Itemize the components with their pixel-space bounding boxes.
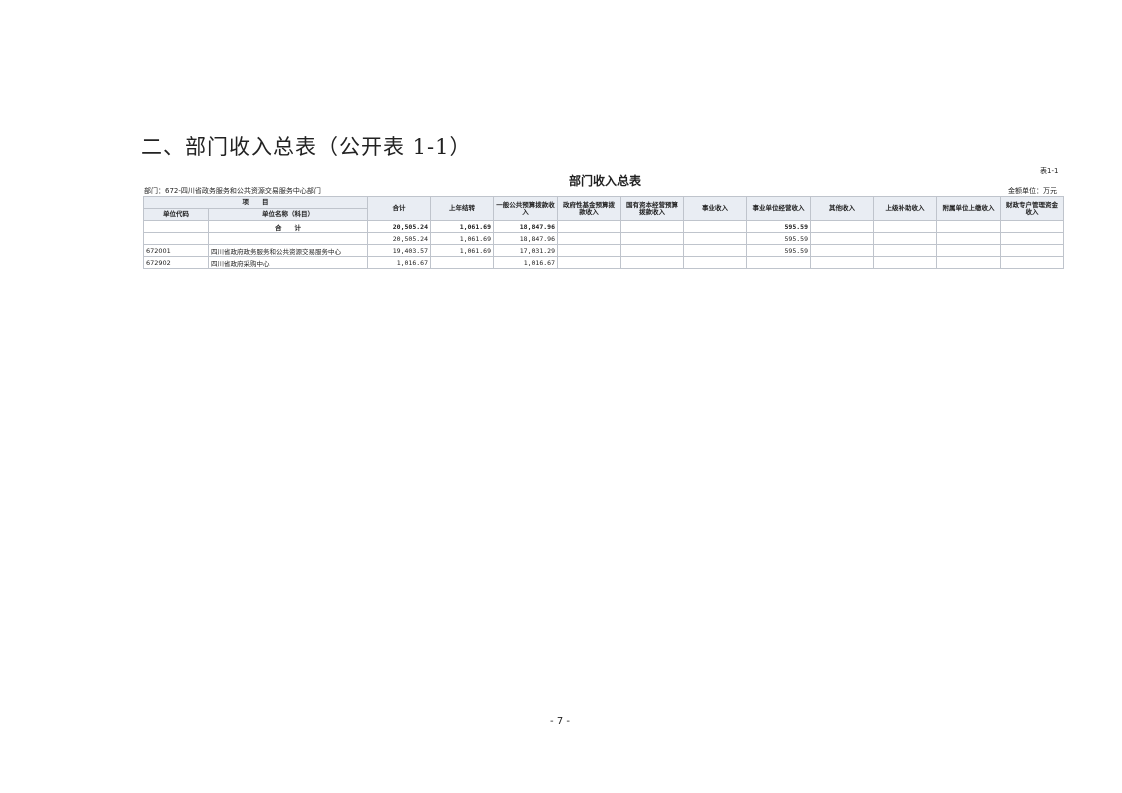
- value-cell: [557, 244, 621, 257]
- value-cell: [936, 232, 1001, 245]
- value-cell: [873, 256, 937, 269]
- unit-name-cell: 四川省政府采购中心: [208, 256, 368, 269]
- value-cell: 1,016.67: [367, 256, 431, 269]
- value-cell: [1000, 256, 1064, 269]
- department-label: 部门：672-四川省政务服务和公共资源交易服务中心部门: [144, 187, 321, 195]
- column-header: 上级补助收入: [873, 196, 937, 221]
- table-row: 20,505.24 1,061.69 18,847.96 595.59: [143, 232, 1064, 245]
- value-cell: [810, 244, 874, 257]
- value-cell: 1,061.69: [430, 220, 494, 233]
- table-number: 表1-1: [1040, 167, 1059, 175]
- value-cell: [557, 220, 621, 233]
- income-summary-table: 项 目 合计 上年结转 一般公共预算拨款收入 政府性基金预算拨款收入 国有资本经营预算拨…: [143, 196, 1064, 269]
- value-cell: [873, 232, 937, 245]
- value-cell: [936, 256, 1001, 269]
- header-unit-code: 单位代码: [143, 208, 209, 221]
- page-heading: 二、部门收入总表（公开表 1-1）: [141, 135, 472, 159]
- value-cell: 1,016.67: [493, 256, 558, 269]
- value-cell: [557, 256, 621, 269]
- value-cell: 18,847.96: [493, 232, 558, 245]
- value-cell: [683, 244, 747, 257]
- value-cell: [683, 220, 747, 233]
- column-header: 一般公共预算拨款收入: [493, 196, 558, 221]
- unit-code-cell: 672902: [143, 256, 209, 269]
- value-cell: 18,847.96: [493, 220, 558, 233]
- value-cell: [1000, 232, 1064, 245]
- column-header: 附属单位上缴收入: [936, 196, 1001, 221]
- value-cell: [557, 232, 621, 245]
- value-cell: 1,061.69: [430, 244, 494, 257]
- value-cell: [620, 244, 684, 257]
- value-cell: [683, 232, 747, 245]
- value-cell: 595.59: [746, 220, 811, 233]
- unit-code-cell: 672001: [143, 244, 209, 257]
- value-cell: 20,505.24: [367, 232, 431, 245]
- header-unit-name: 单位名称（科目）: [208, 208, 368, 221]
- value-cell: 1,061.69: [430, 232, 494, 245]
- value-cell: [810, 232, 874, 245]
- value-cell: 17,031.29: [493, 244, 558, 257]
- column-header: 国有资本经营预算拨款收入: [620, 196, 684, 221]
- column-header: 政府性基金预算拨款收入: [557, 196, 621, 221]
- column-header: 事业单位经营收入: [746, 196, 811, 221]
- unit-name-cell: 合 计: [208, 220, 368, 233]
- unit-name-cell: [208, 232, 368, 245]
- column-header: 上年结转: [430, 196, 494, 221]
- value-cell: [936, 220, 1001, 233]
- value-cell: [873, 220, 937, 233]
- value-cell: [620, 232, 684, 245]
- value-cell: [620, 256, 684, 269]
- value-cell: [810, 256, 874, 269]
- value-cell: [746, 256, 811, 269]
- column-header: 合计: [367, 196, 431, 221]
- value-cell: 595.59: [746, 244, 811, 257]
- value-cell: [1000, 220, 1064, 233]
- unit-label: 金额单位：万元: [1008, 187, 1057, 195]
- value-cell: [1000, 244, 1064, 257]
- table-row: 672902 四川省政府采购中心 1,016.67 1,016.67: [143, 256, 1064, 269]
- value-cell: [683, 256, 747, 269]
- column-header: 事业收入: [683, 196, 747, 221]
- value-cell: [810, 220, 874, 233]
- value-cell: 595.59: [746, 232, 811, 245]
- header-project: 项 目: [143, 196, 368, 209]
- table-title: 部门收入总表: [568, 174, 641, 188]
- value-cell: [620, 220, 684, 233]
- column-header: 财政专户管理资金收入: [1000, 196, 1064, 221]
- column-header: 其他收入: [810, 196, 874, 221]
- value-cell: 19,403.57: [367, 244, 431, 257]
- table-row: 合 计 20,505.24 1,061.69 18,847.96 595.59: [143, 220, 1064, 233]
- unit-name-cell: 四川省政府政务服务和公共资源交易服务中心: [208, 244, 368, 257]
- value-cell: 20,505.24: [367, 220, 431, 233]
- table-row: 672001 四川省政府政务服务和公共资源交易服务中心 19,403.57 1,061…: [143, 244, 1064, 257]
- value-cell: [936, 244, 1001, 257]
- value-cell: [873, 244, 937, 257]
- page-number: - 7 -: [550, 716, 570, 727]
- value-cell: [430, 256, 494, 269]
- unit-code-cell: [143, 232, 209, 245]
- unit-code-cell: [143, 220, 209, 233]
